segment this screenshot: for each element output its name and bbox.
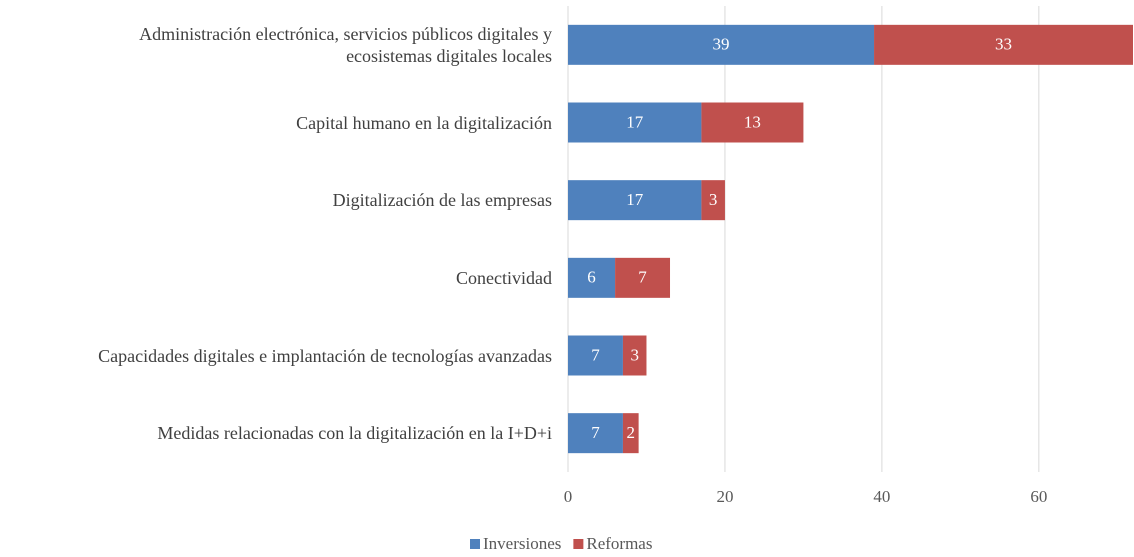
data-label: 7 xyxy=(638,268,647,287)
bar-segment xyxy=(622,335,647,376)
data-label: 17 xyxy=(626,190,644,209)
bar-segment xyxy=(568,180,702,221)
data-label: 6 xyxy=(587,268,596,287)
data-label: 2 xyxy=(627,423,636,442)
bar-segment xyxy=(874,24,1133,65)
y-tick-label: Administración electrónica, servicios pú… xyxy=(139,23,552,66)
x-tick-label: 20 xyxy=(716,487,733,506)
x-tick-label: 60 xyxy=(1030,487,1047,506)
bar-segment xyxy=(615,257,671,298)
data-label: 13 xyxy=(744,112,761,131)
legend-label: Inversiones xyxy=(483,534,561,553)
data-label: 7 xyxy=(591,423,600,442)
legend-label: Reformas xyxy=(586,534,652,553)
y-tick-label: Medidas relacionadas con la digitalizaci… xyxy=(157,423,552,444)
bar-segment xyxy=(568,24,875,65)
data-label: 33 xyxy=(995,35,1012,54)
data-label: 7 xyxy=(591,345,600,364)
x-tick-label: 40 xyxy=(873,487,890,506)
bar-segment xyxy=(568,413,623,454)
bar-segment xyxy=(568,257,616,298)
y-tick-label: Digitalización de las empresas xyxy=(332,190,552,211)
data-label: 39 xyxy=(713,35,730,54)
x-tick-label: 0 xyxy=(564,487,573,506)
bar-segment xyxy=(568,102,702,143)
bar-segment xyxy=(622,413,639,454)
y-tick-label: Capital humano en la digitalización xyxy=(296,112,552,133)
y-tick-label: Conectividad xyxy=(456,267,552,288)
y-tick-label: Capacidades digitales e implantación de … xyxy=(98,345,552,366)
data-label: 17 xyxy=(626,112,644,131)
legend-swatch xyxy=(573,539,584,549)
data-label: 3 xyxy=(630,345,639,364)
legend-swatch xyxy=(470,539,480,549)
data-label: 3 xyxy=(709,190,718,209)
bar-segment xyxy=(568,335,623,376)
bar-segment xyxy=(701,102,804,143)
bar-segment xyxy=(701,180,725,221)
